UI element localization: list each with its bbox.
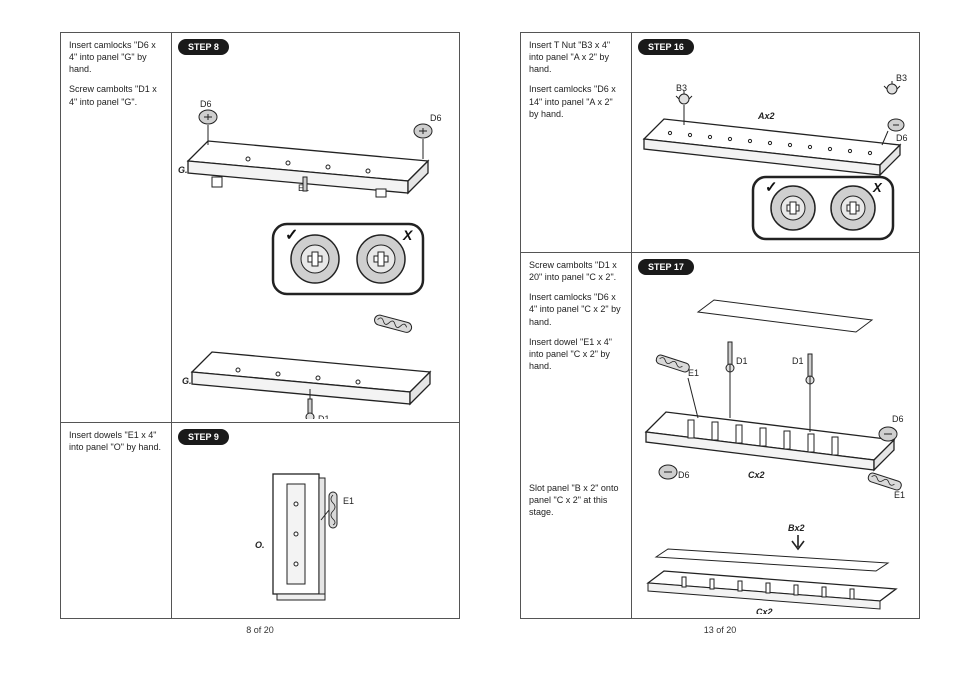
step-16-svg: B3 B3 Ax2 D6 ✓ [638,59,913,249]
camlock-icon [199,110,217,124]
label-b3: B3 [896,73,907,83]
step-8-diagram: STEP 8 [172,33,459,422]
label-e1: E1 [688,368,699,378]
check-icon: ✓ [765,179,778,196]
page-left-footer: 8 of 20 [60,619,460,635]
step-16-diagram: STEP 16 [632,33,919,252]
step-16-badge: STEP 16 [638,39,694,55]
step-17-badge: STEP 17 [638,259,694,275]
cross-icon: X [402,227,414,243]
step-16: Insert T Nut "B3 x 4" into panel "A x 2"… [521,33,919,253]
page-right-frame: Insert T Nut "B3 x 4" into panel "A x 2"… [520,32,920,619]
label-d6: D6 [678,470,690,480]
step-17-text-3: Insert dowel "E1 x 4" into panel "C x 2"… [529,336,623,372]
step-9-instructions: Insert dowels "E1 x 4" into panel "O" by… [61,423,172,618]
step-16-text-1: Insert T Nut "B3 x 4" into panel "A x 2"… [529,39,623,75]
camlock-icon [414,124,432,138]
check-icon: ✓ [285,227,298,244]
step-9-text-1: Insert dowels "E1 x 4" into panel "O" by… [69,429,163,453]
label-b3: B3 [676,83,687,93]
step-16-instructions: Insert T Nut "B3 x 4" into panel "A x 2"… [521,33,632,252]
label-d1: D1 [736,356,748,366]
sheet: Insert camlocks "D6 x 4" into panel "G" … [0,0,954,645]
step-8-svg: D6 D6 E1 G. [178,59,453,419]
step-8-text-1: Insert camlocks "D6 x 4" into panel "G" … [69,39,163,75]
step-17: Screw cambolts "D1 x 20" into panel "C x… [521,253,919,618]
step-9: Insert dowels "E1 x 4" into panel "O" by… [61,423,459,618]
step-8-instructions: Insert camlocks "D6 x 4" into panel "G" … [61,33,172,422]
label-cx2: Cx2 [756,607,773,614]
step-8: Insert camlocks "D6 x 4" into panel "G" … [61,33,459,423]
step-9-badge: STEP 9 [178,429,229,445]
step-17-instructions: Screw cambolts "D1 x 20" into panel "C x… [521,253,632,618]
label-e1: E1 [343,496,354,506]
label-d6: D6 [430,113,442,123]
label-cx2: Cx2 [748,470,765,480]
step-17-diagram: STEP 17 E1 [632,253,919,618]
step-8-text-2: Screw cambolts "D1 x 4" into panel "G". [69,83,163,107]
camlock-icon [888,119,904,131]
camlock-icon [879,427,897,441]
step-17-svg: E1 D1 D1 [638,279,913,614]
step-9-diagram: STEP 9 [172,423,459,618]
cross-icon: X [872,180,883,195]
label-e1: E1 [894,490,905,500]
camlock-icon [659,465,677,479]
camlock-detail: ✓ X [753,177,893,239]
label-d6: D6 [896,133,908,143]
label-d6: D6 [892,414,904,424]
label-d1: D1 [792,356,804,366]
page-right: Insert T Nut "B3 x 4" into panel "A x 2"… [520,32,920,635]
step-9-svg: E1 O. [178,449,453,614]
step-8-badge: STEP 8 [178,39,229,55]
step-17-text-1: Screw cambolts "D1 x 20" into panel "C x… [529,259,623,283]
label-ax2: Ax2 [757,111,775,121]
step-16-text-2: Insert camlocks "D6 x 14" into panel "A … [529,83,623,119]
label-o: O. [255,540,265,550]
label-d6: D6 [200,99,212,109]
page-right-footer: 13 of 20 [520,619,920,635]
step-17-text-2: Insert camlocks "D6 x 4" into panel "C x… [529,291,623,327]
label-d1: D1 [318,414,330,419]
label-g: G. [182,376,192,386]
camlock-detail: ✓ X [273,224,423,294]
label-bx2: Bx2 [788,523,805,533]
label-g: G. [178,165,188,175]
page-left: Insert camlocks "D6 x 4" into panel "G" … [60,32,460,635]
page-left-frame: Insert camlocks "D6 x 4" into panel "G" … [60,32,460,619]
step-17-note: Slot panel "B x 2" onto panel "C x 2" at… [529,482,623,518]
